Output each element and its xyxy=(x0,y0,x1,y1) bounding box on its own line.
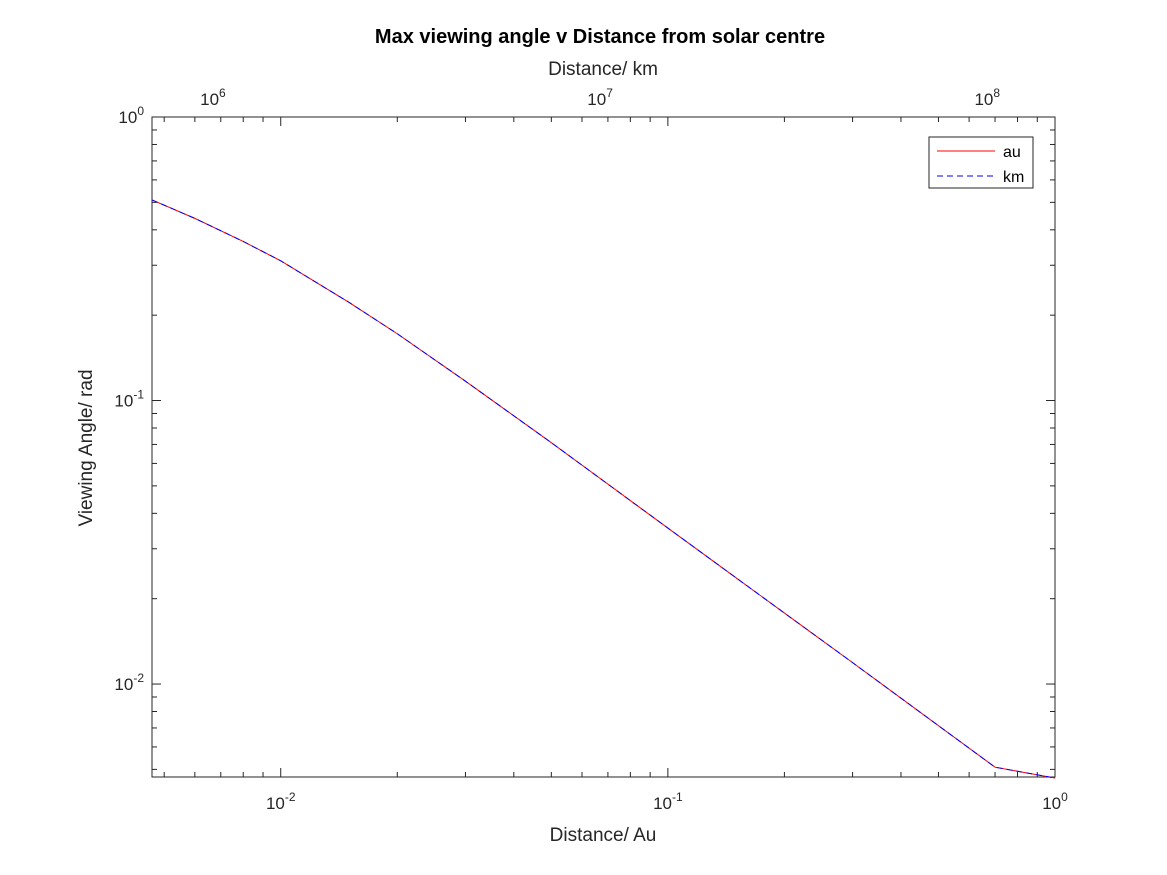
x-tick-label: 100 xyxy=(1042,790,1068,813)
x-axis-label: Distance/ Au xyxy=(550,825,657,846)
x2-tick-label: 106 xyxy=(200,86,226,109)
major-ticks xyxy=(152,116,1056,777)
y-tick-label: 10-1 xyxy=(114,388,144,411)
legend: au km xyxy=(928,136,1034,189)
legend-label-km: km xyxy=(1003,169,1024,186)
tick-labels: 10-2 10-1 100 106 107 108 10-2 10-1 100 xyxy=(114,86,1068,813)
plot-area xyxy=(151,116,1056,779)
chart-title: Max viewing angle v Distance from solar … xyxy=(375,26,825,48)
legend-label-au: au xyxy=(1003,144,1021,161)
y-tick-label: 10-2 xyxy=(114,671,144,694)
series-line-km xyxy=(151,199,1056,779)
x-tick-label: 10-2 xyxy=(266,790,296,813)
axes-box xyxy=(151,116,1056,778)
minor-ticks xyxy=(152,117,1055,777)
series-group xyxy=(151,199,1056,779)
legend-box xyxy=(928,136,1034,189)
x-tick-label: 10-1 xyxy=(653,790,683,813)
x2-tick-label: 107 xyxy=(587,86,613,109)
x2-tick-label: 108 xyxy=(974,86,1000,109)
y-axis-label: Viewing Angle/ rad xyxy=(76,369,97,526)
x2-axis-label: Distance/ km xyxy=(548,59,658,80)
y-tick-label: 100 xyxy=(118,104,144,127)
